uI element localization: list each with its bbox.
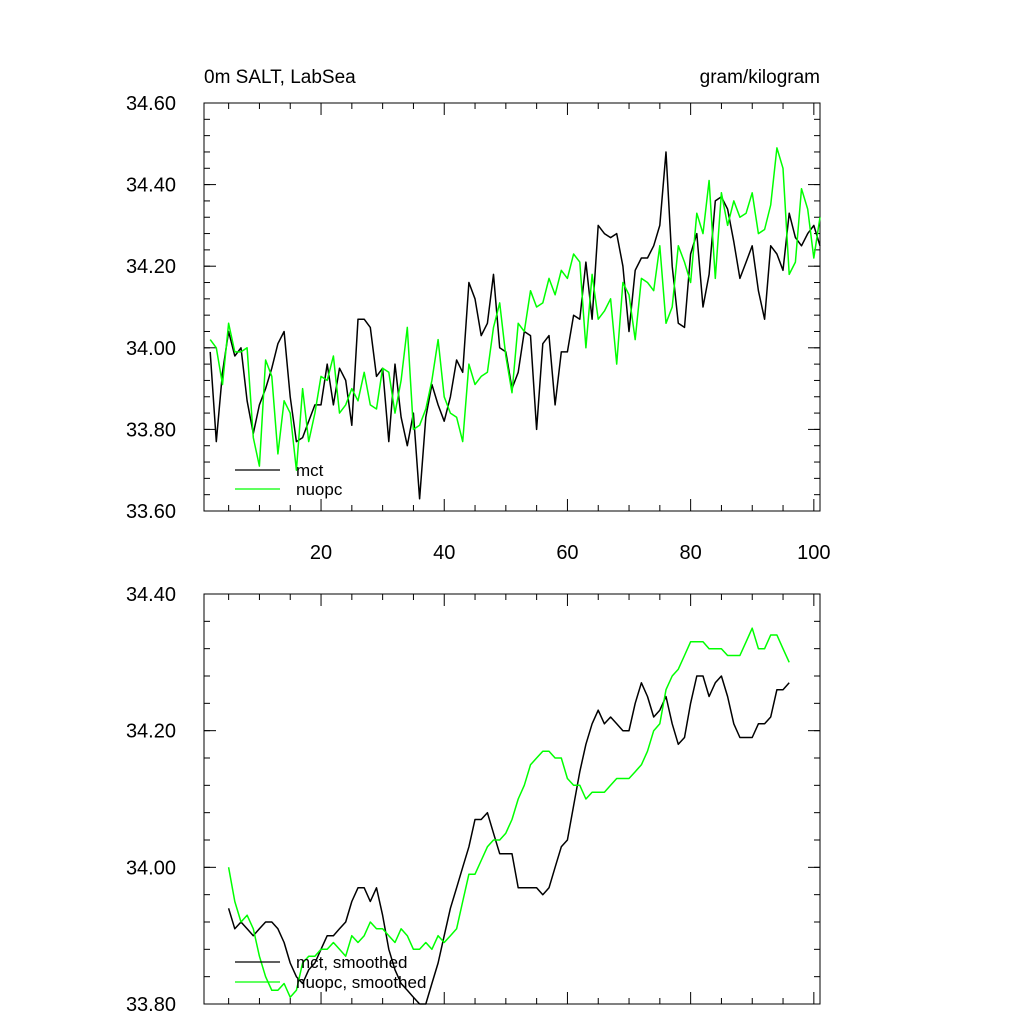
tick-labels-bottom: 33.80 34.00 34.20 34.40 bbox=[126, 584, 176, 1016]
y-tick-label: 34.20 bbox=[126, 721, 176, 743]
y-tick-label: 34.60 bbox=[126, 93, 176, 115]
series-line-mct-smoothed bbox=[227, 675, 790, 1005]
y-tick-label: 33.80 bbox=[126, 994, 176, 1016]
series-line-nuopc bbox=[209, 147, 821, 471]
y-tick-label: 34.00 bbox=[126, 338, 176, 360]
y-tick-label: 34.40 bbox=[126, 175, 176, 197]
plot-frame-top bbox=[203, 102, 821, 512]
panel-bottom: 33.80 34.00 34.20 34.40 mct, smoothed nuopc… bbox=[126, 584, 821, 1016]
series-line-nuopc-smoothed bbox=[227, 627, 790, 998]
y-tick-label: 33.80 bbox=[126, 419, 176, 441]
series-lines-top bbox=[209, 147, 821, 500]
tick-marks-top bbox=[204, 102, 820, 512]
series-lines-bottom bbox=[227, 627, 790, 1005]
legend-label-nuopc: nuopc bbox=[296, 480, 343, 499]
series-line-mct bbox=[209, 151, 821, 500]
x-tick-label: 20 bbox=[310, 542, 332, 564]
y-tick-label: 34.40 bbox=[126, 584, 176, 606]
y-tick-label: 33.60 bbox=[126, 501, 176, 523]
legend-label-mct-smoothed: mct, smoothed bbox=[296, 953, 408, 972]
plot-frame-bottom bbox=[203, 593, 821, 1005]
x-tick-label: 40 bbox=[433, 542, 455, 564]
legend-bottom: mct, smoothed nuopc, smoothed bbox=[235, 953, 426, 992]
legend-label-mct: mct bbox=[296, 461, 324, 480]
legend-label-nuopc-smoothed: nuopc, smoothed bbox=[296, 973, 426, 992]
chart-title-left: 0m SALT, LabSea bbox=[204, 67, 356, 88]
y-tick-label: 34.20 bbox=[126, 256, 176, 278]
tick-labels-top: 20 40 60 80 100 33.60 33.80 34.00 34.20 34.40 34.6… bbox=[126, 93, 831, 564]
chart-title-right: gram/kilogram bbox=[700, 67, 820, 88]
x-tick-label: 80 bbox=[680, 542, 702, 564]
x-tick-label: 100 bbox=[797, 542, 830, 564]
legend-top: mct nuopc bbox=[235, 461, 343, 499]
panel-top: 0m SALT, LabSea gram/kilogram 20 40 60 80 10… bbox=[126, 67, 831, 564]
tick-marks-bottom bbox=[204, 593, 820, 1005]
x-tick-label: 60 bbox=[556, 542, 578, 564]
y-tick-label: 34.00 bbox=[126, 857, 176, 879]
